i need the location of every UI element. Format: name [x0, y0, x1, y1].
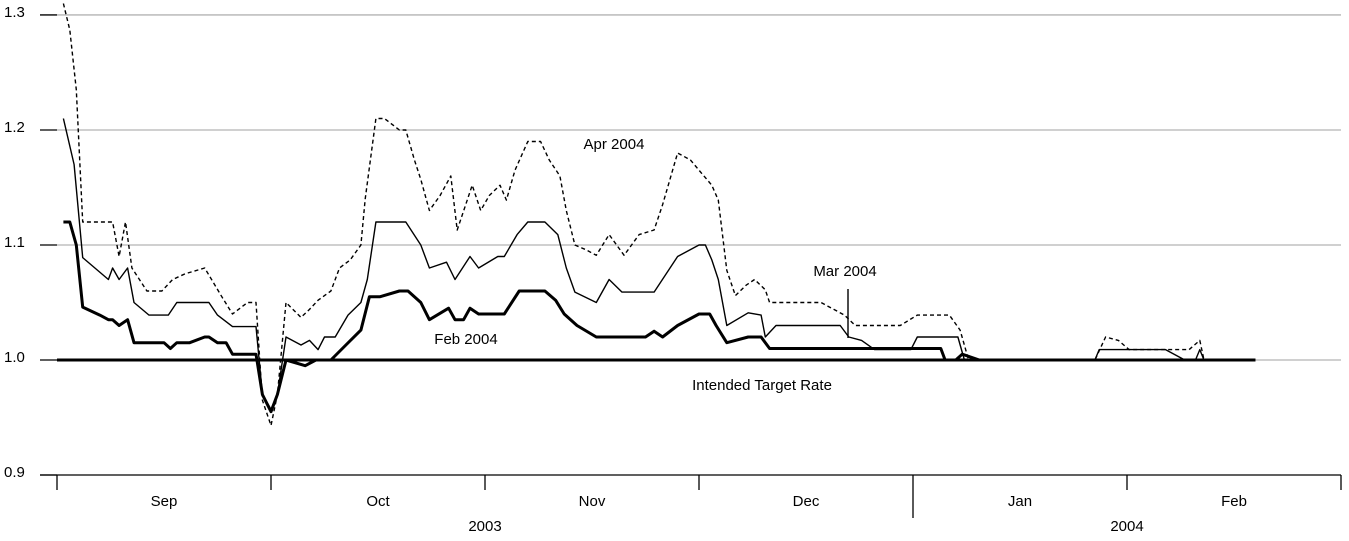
- series-label: Feb 2004: [434, 331, 497, 348]
- month-label: Sep: [151, 493, 178, 510]
- series-label: Apr 2004: [584, 136, 645, 153]
- month-label: Feb: [1221, 493, 1247, 510]
- y-tick-label: 1.2: [4, 119, 25, 136]
- month-label: Dec: [793, 493, 820, 510]
- month-label: Nov: [579, 493, 606, 510]
- series-label: Intended Target Rate: [692, 377, 832, 394]
- year-label: 2004: [1110, 518, 1143, 535]
- series-line: [62, 3, 1256, 427]
- y-tick-label: 0.9: [4, 464, 25, 481]
- series-line: [62, 118, 1256, 411]
- series-label: Mar 2004: [813, 263, 876, 280]
- year-label: 2003: [468, 518, 501, 535]
- series-line: [63, 220, 1256, 414]
- y-tick-label: 1.1: [4, 234, 25, 251]
- month-label: Oct: [366, 493, 390, 510]
- y-tick-label: 1.0: [4, 349, 25, 366]
- month-label: Jan: [1008, 493, 1032, 510]
- y-tick-label: 1.3: [4, 4, 25, 21]
